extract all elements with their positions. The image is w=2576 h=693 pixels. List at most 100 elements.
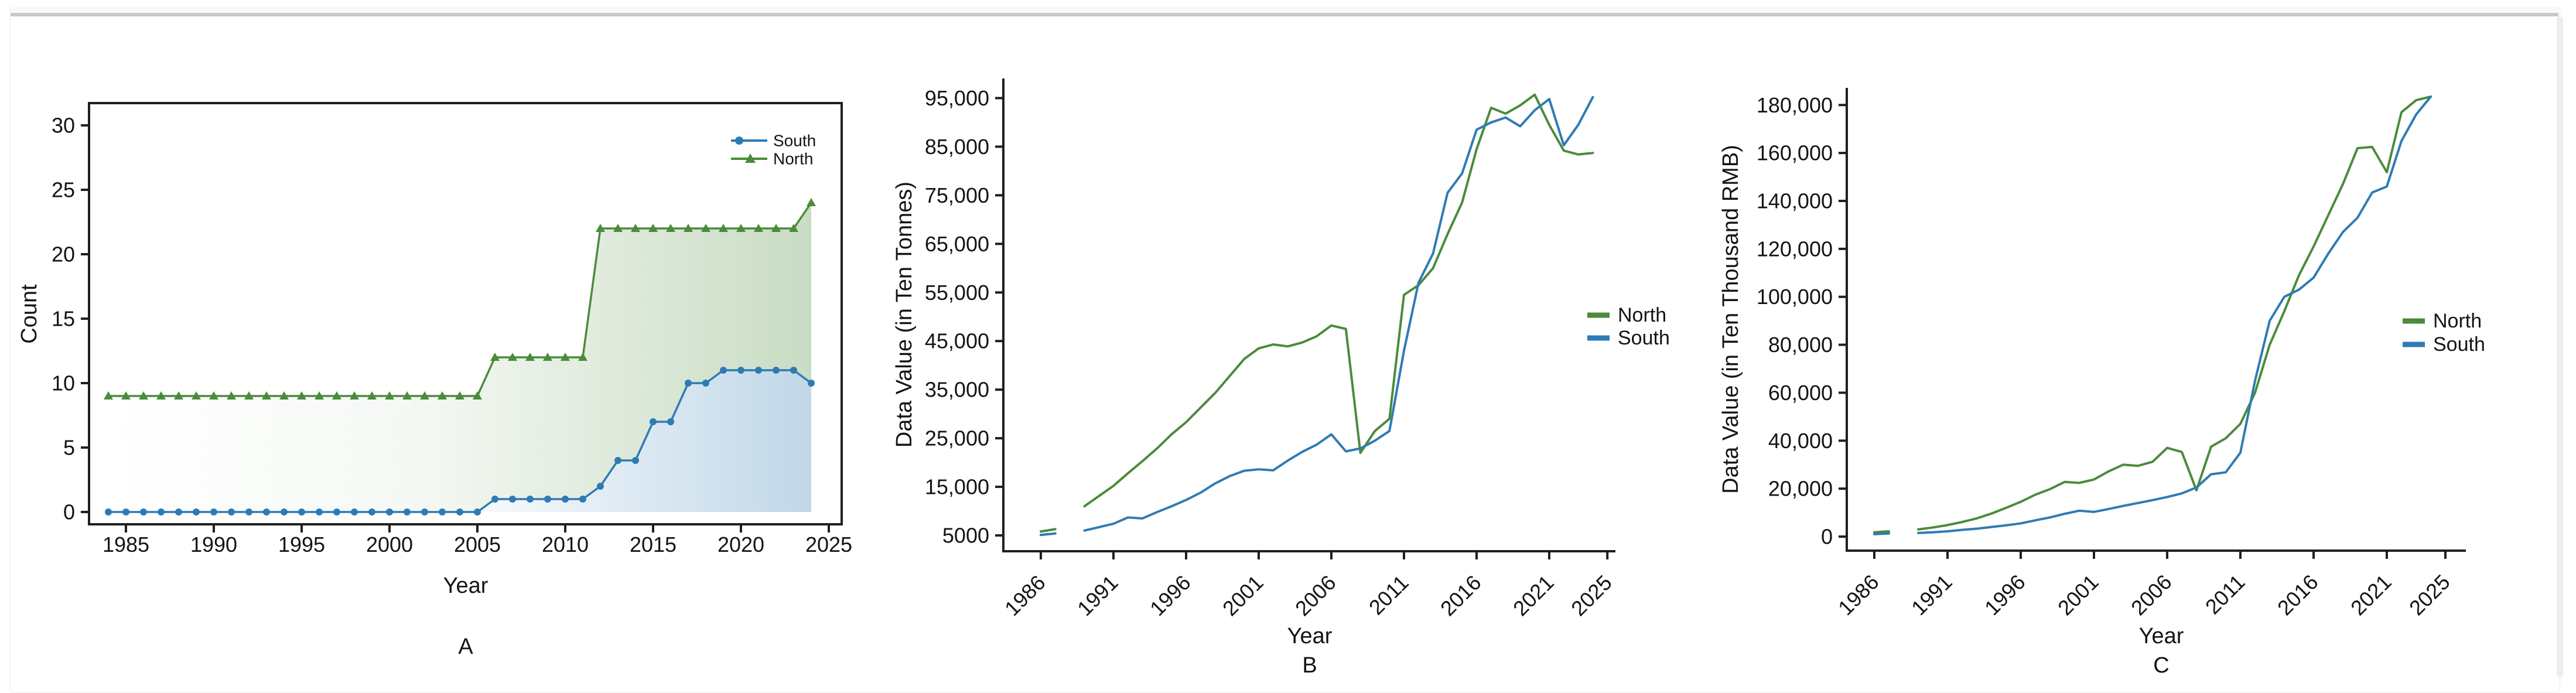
south-point-marker <box>632 457 639 464</box>
x-tick-label: 1996 <box>1980 570 2030 620</box>
south-point-marker <box>193 508 200 516</box>
axes-frame <box>1002 78 1615 552</box>
north-line <box>1040 528 1057 533</box>
x-tick-label: 1991 <box>1072 571 1123 621</box>
north-point-marker <box>227 391 236 400</box>
north-point-marker <box>350 391 359 400</box>
scrollbar-track[interactable] <box>2557 16 2563 677</box>
y-tick-label: 10 <box>52 371 75 395</box>
south-line <box>1083 95 1594 532</box>
south-point-marker <box>527 496 534 503</box>
north-point-marker <box>244 391 254 400</box>
y-tick-label: 5 <box>63 436 75 460</box>
north-point-marker <box>561 353 570 361</box>
south-point-marker <box>386 508 393 516</box>
x-axis-label: Year <box>1287 624 1333 648</box>
y-tick-label: 55,000 <box>925 281 989 305</box>
north-point-marker <box>209 391 218 400</box>
x-tick-label: 1990 <box>190 532 237 557</box>
y-axis-label: Data Value (in Ten Thousand RMB) <box>1719 145 1743 494</box>
y-tick-label: 180,000 <box>1757 93 1833 117</box>
legend-label-north: North <box>1618 304 1666 326</box>
legend-label-south: South <box>773 132 816 150</box>
south-point-marker <box>491 496 498 503</box>
north-point-marker <box>455 391 464 400</box>
north-point-marker <box>192 391 201 400</box>
x-tick-label: 2006 <box>2126 570 2177 620</box>
south-point-marker <box>333 508 340 516</box>
x-tick-label: 2001 <box>2053 570 2103 620</box>
y-tick-label: 45,000 <box>925 329 989 353</box>
north-point-marker <box>279 391 289 400</box>
south-point-marker <box>175 508 182 516</box>
x-tick-label: 2011 <box>1364 571 1413 620</box>
south-point-marker <box>544 496 551 503</box>
south-point-marker <box>368 508 375 516</box>
panel-letter: C <box>2153 653 2169 678</box>
y-tick-label: 20 <box>52 243 75 267</box>
north-point-marker <box>666 224 675 232</box>
north-point-marker <box>754 224 763 232</box>
x-tick-label: 2005 <box>454 532 501 557</box>
south-point-marker <box>667 418 674 425</box>
y-tick-label: 95,000 <box>925 86 989 110</box>
south-point-marker <box>509 496 516 503</box>
north-point-marker <box>315 391 324 400</box>
legend-label-north: North <box>2433 310 2482 332</box>
x-tick-label: 2016 <box>2273 570 2323 620</box>
y-tick-label: 0 <box>63 500 75 524</box>
y-tick-label: 25 <box>52 178 75 202</box>
x-tick-label: 1986 <box>1833 570 1884 620</box>
north-line <box>1083 93 1594 508</box>
top-divider-bar <box>11 13 2558 16</box>
north-point-marker <box>420 391 429 400</box>
south-point-marker <box>650 418 657 425</box>
north-point-marker <box>297 391 306 400</box>
y-axis-label: Count <box>17 284 42 344</box>
south-point-marker <box>122 508 129 516</box>
north-point-marker <box>490 353 500 361</box>
north-point-marker <box>367 391 377 400</box>
north-point-marker <box>771 224 781 232</box>
x-tick-label: 2021 <box>2346 570 2396 620</box>
y-tick-label: 140,000 <box>1757 189 1833 213</box>
x-tick-label: 2021 <box>1508 571 1559 621</box>
south-point-marker <box>614 457 621 464</box>
south-point-marker <box>351 508 358 516</box>
south-point-marker <box>439 508 446 516</box>
north-point-marker <box>789 224 798 232</box>
x-tick-label: 2025 <box>805 532 852 557</box>
north-area-fill <box>108 203 811 512</box>
y-tick-label: 20,000 <box>1768 477 1833 501</box>
north-point-marker <box>543 353 552 361</box>
south-point-marker <box>790 367 797 374</box>
x-tick-label: 1985 <box>103 532 149 557</box>
legend-triangle-icon <box>745 153 756 163</box>
north-point-marker <box>473 391 482 400</box>
north-point-marker <box>719 224 728 232</box>
north-point-marker <box>174 391 183 400</box>
x-tick-label: 2010 <box>542 532 589 557</box>
y-tick-label: 80,000 <box>1768 333 1833 357</box>
y-tick-label: 75,000 <box>925 183 989 207</box>
north-point-marker <box>139 391 148 400</box>
north-point-marker <box>701 224 710 232</box>
south-point-marker <box>702 380 709 387</box>
north-point-marker <box>156 391 166 400</box>
legend-label-south: South <box>2433 333 2485 356</box>
panel-letter: A <box>458 634 473 659</box>
x-axis-label: Year <box>2139 624 2184 648</box>
south-point-marker <box>281 508 288 516</box>
north-point-marker <box>684 224 693 232</box>
x-tick-label: 1996 <box>1145 571 1195 621</box>
y-tick-label: 60,000 <box>1768 381 1833 405</box>
north-point-marker <box>596 224 605 232</box>
y-tick-label: 85,000 <box>925 135 989 159</box>
south-point-marker <box>808 380 815 387</box>
x-tick-label: 1995 <box>278 532 325 557</box>
south-point-marker <box>263 508 270 516</box>
north-point-marker <box>648 224 658 232</box>
x-tick-label: 2011 <box>2201 570 2250 619</box>
north-point-marker <box>508 353 517 361</box>
